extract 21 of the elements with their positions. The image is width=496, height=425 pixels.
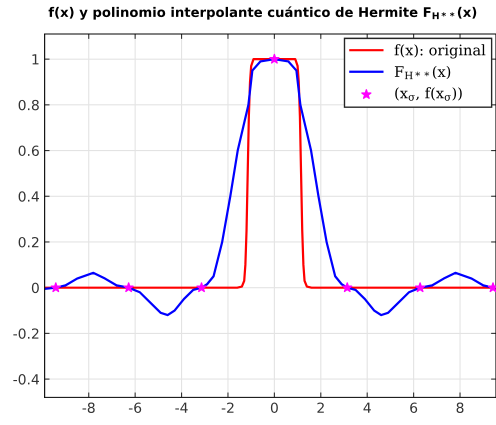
y-tick-label: -0.2	[13, 328, 38, 339]
y-tick-label: 0.4	[18, 191, 39, 202]
x-tick-label: 0	[270, 402, 278, 413]
x-tick-label: 2	[317, 402, 324, 413]
legend-label: F$_{H**}$(x)	[394, 66, 450, 80]
x-tick-label: -4	[175, 402, 188, 413]
chart-title: f(x) y polinomio interpolante cuántico de Hermite F$_{H**}$(x)	[48, 6, 476, 20]
y-tick-label: 0.8	[18, 100, 39, 110]
x-tick-label: -6	[128, 402, 142, 413]
x-tick-label: 4	[363, 402, 371, 413]
y-tick-label: 1	[32, 54, 38, 64]
y-tick-label: -0.4	[13, 374, 39, 385]
x-tick-label: 6	[410, 402, 418, 413]
x-tick-label: 8	[456, 402, 464, 413]
x-tick-label: -8	[82, 402, 95, 413]
y-tick-label: 0	[32, 282, 39, 294]
y-tick-label: 0.6	[18, 146, 39, 156]
legend-label: (x$_{σ}$, f(x$_{σ}$))	[395, 87, 462, 101]
legend-label: f(x): original	[394, 44, 486, 59]
y-tick-label: 0.2	[18, 236, 38, 248]
x-tick-label: -2	[222, 402, 234, 413]
